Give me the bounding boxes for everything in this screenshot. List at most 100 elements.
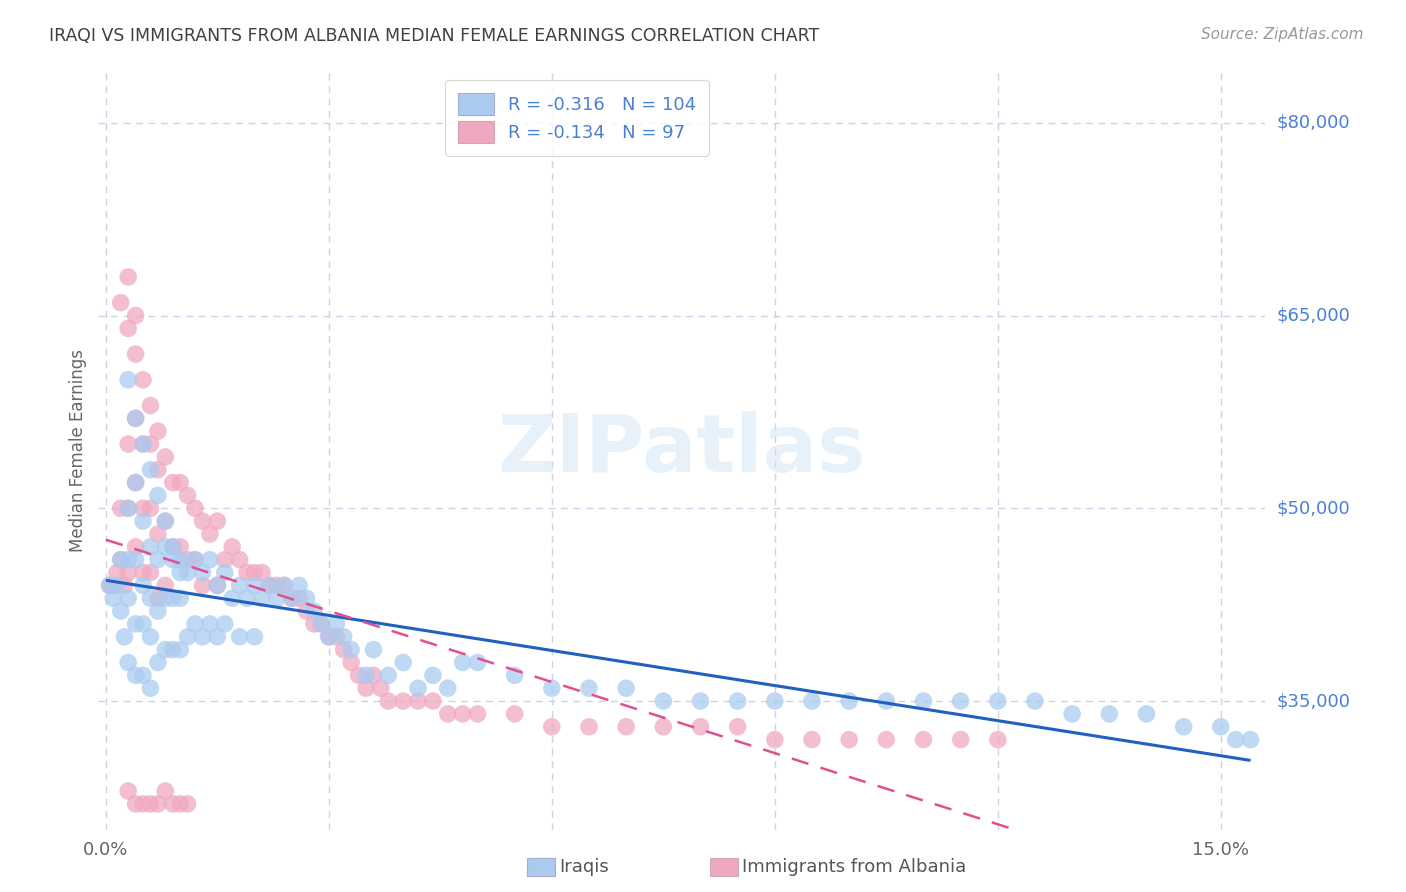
Point <box>132 797 155 811</box>
Point <box>184 501 207 516</box>
Point <box>436 706 458 721</box>
Point <box>801 732 824 747</box>
Point <box>354 681 377 696</box>
Point <box>124 475 146 490</box>
Point <box>139 681 162 696</box>
Point <box>1209 720 1232 734</box>
Point <box>146 488 169 502</box>
Point <box>207 514 229 528</box>
Point <box>176 552 198 566</box>
Point <box>1098 706 1121 721</box>
Point <box>132 566 155 580</box>
Point <box>117 373 139 387</box>
Point <box>198 552 221 566</box>
Point <box>214 566 236 580</box>
Point <box>540 681 562 696</box>
Point <box>155 514 177 528</box>
Point <box>191 566 214 580</box>
Point <box>259 578 281 592</box>
Point <box>162 591 184 606</box>
Point <box>155 514 177 528</box>
Point <box>689 720 711 734</box>
Point <box>280 591 302 606</box>
Point <box>162 552 184 566</box>
Point <box>155 450 177 464</box>
Point <box>132 501 155 516</box>
Point <box>228 630 250 644</box>
Point <box>176 630 198 644</box>
Point <box>124 616 146 631</box>
Point <box>169 566 191 580</box>
Point <box>176 797 198 811</box>
Point <box>117 437 139 451</box>
Point <box>103 591 125 606</box>
Point <box>139 591 162 606</box>
Point <box>146 591 169 606</box>
Point <box>392 694 415 708</box>
Point <box>228 552 250 566</box>
Point <box>614 720 637 734</box>
Point <box>614 681 637 696</box>
Text: Source: ZipAtlas.com: Source: ZipAtlas.com <box>1201 27 1364 42</box>
Point <box>155 642 177 657</box>
Point <box>1135 706 1157 721</box>
Point <box>377 694 399 708</box>
Point <box>114 630 136 644</box>
Point <box>987 694 1010 708</box>
Point <box>318 630 340 644</box>
Point <box>273 578 295 592</box>
Point <box>451 706 474 721</box>
Point <box>162 642 184 657</box>
Point <box>124 347 146 361</box>
Point <box>132 514 155 528</box>
Point <box>98 578 121 592</box>
Point <box>176 566 198 580</box>
Text: $50,000: $50,000 <box>1277 500 1350 517</box>
Point <box>652 694 675 708</box>
Point <box>467 656 489 670</box>
Point <box>124 797 146 811</box>
Point <box>117 501 139 516</box>
Point <box>207 630 229 644</box>
Point <box>311 616 333 631</box>
Point <box>162 540 184 554</box>
Y-axis label: Median Female Earnings: Median Female Earnings <box>69 349 87 552</box>
Point <box>540 720 562 734</box>
Point <box>207 578 229 592</box>
Point <box>228 578 250 592</box>
Point <box>117 501 139 516</box>
Point <box>191 630 214 644</box>
Point <box>236 591 259 606</box>
Point <box>117 552 139 566</box>
Point <box>250 566 273 580</box>
Point <box>139 540 162 554</box>
Point <box>132 616 155 631</box>
Point <box>198 527 221 541</box>
Point <box>727 720 749 734</box>
Point <box>124 309 146 323</box>
Point <box>243 566 266 580</box>
Point <box>169 552 191 566</box>
Point <box>132 437 155 451</box>
Point <box>155 540 177 554</box>
Point <box>259 578 281 592</box>
Point <box>325 630 347 644</box>
Point <box>132 578 155 592</box>
Point <box>221 591 243 606</box>
Point <box>801 694 824 708</box>
Point <box>114 578 136 592</box>
Point <box>146 656 169 670</box>
Point <box>117 591 139 606</box>
Point <box>169 540 191 554</box>
Point <box>110 501 132 516</box>
Point <box>139 501 162 516</box>
Point <box>155 591 177 606</box>
Point <box>332 642 354 657</box>
Point <box>162 475 184 490</box>
Point <box>139 797 162 811</box>
Point <box>1225 732 1247 747</box>
Point <box>124 668 146 682</box>
Point <box>578 720 600 734</box>
Point <box>214 552 236 566</box>
Point <box>124 552 146 566</box>
